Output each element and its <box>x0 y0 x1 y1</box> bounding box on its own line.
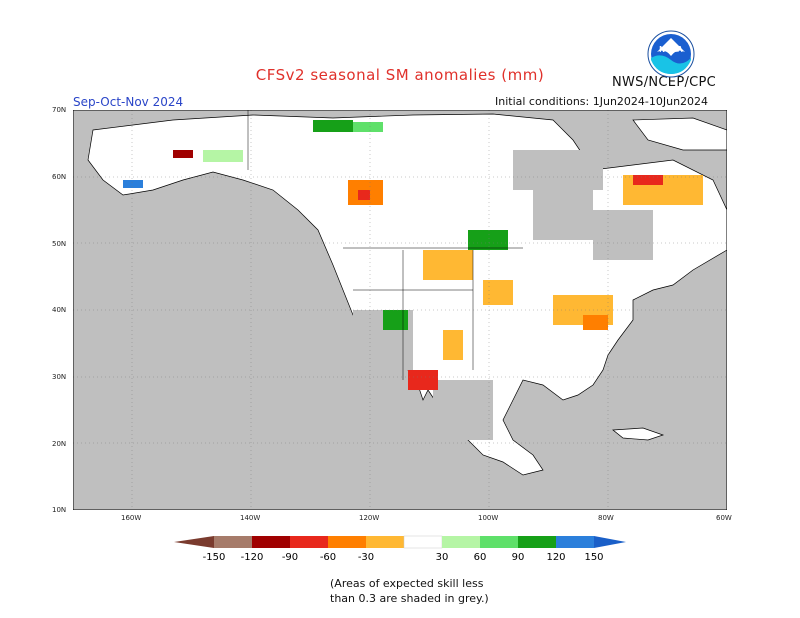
legend-tick: -150 <box>203 552 226 563</box>
legend-tick: -30 <box>358 552 374 563</box>
agency-label: NWS/NCEP/CPC <box>612 75 717 90</box>
lon-label-140w: 140W <box>240 514 261 522</box>
legend-tick: -60 <box>320 552 336 563</box>
legend-arrow-right <box>594 536 626 548</box>
lat-label-30n: 30N <box>52 373 67 381</box>
legend-tick: -120 <box>241 552 264 563</box>
initial-conditions-label: Initial conditions: 1Jun2024-10Jun2024 <box>495 95 709 108</box>
graticule <box>73 110 727 510</box>
greenland-edge <box>632 117 727 151</box>
lat-label-10n: 10N <box>52 506 67 514</box>
noaa-logo: NOAA <box>647 30 695 78</box>
legend-tick: 150 <box>584 552 603 563</box>
lon-label-160w: 160W <box>121 514 142 522</box>
color-legend: -150 -120 -90 -60 -30 30 60 90 120 150 <box>174 535 626 563</box>
lat-label-60n: 60N <box>52 173 67 181</box>
season-label: Sep-Oct-Nov 2024 <box>73 95 184 109</box>
legend-tick: 30 <box>436 552 449 563</box>
land-grey <box>353 150 653 440</box>
lat-label-50n: 50N <box>52 240 67 248</box>
anomaly-map <box>73 110 727 510</box>
lat-label-20n: 20N <box>52 440 67 448</box>
lat-label-40n: 40N <box>52 306 67 314</box>
anomaly-cells <box>123 120 703 390</box>
skill-footnote: (Areas of expected skill less than 0.3 a… <box>330 576 550 606</box>
noaa-logo-text: NOAA <box>659 45 683 54</box>
lat-label-70n: 70N <box>52 106 67 114</box>
footnote-line-2: than 0.3 are shaded in grey.) <box>330 592 489 605</box>
legend-tick: 120 <box>546 552 565 563</box>
lon-label-60w: 60W <box>716 514 732 522</box>
legend-tick: 90 <box>512 552 525 563</box>
lon-label-100w: 100W <box>478 514 499 522</box>
lon-label-120w: 120W <box>359 514 380 522</box>
footnote-line-1: (Areas of expected skill less <box>330 577 484 590</box>
legend-arrow-left <box>174 536 214 548</box>
legend-tick: 60 <box>474 552 487 563</box>
map-title: CFSv2 seasonal SM anomalies (mm) <box>255 66 545 84</box>
legend-tick: -90 <box>282 552 298 563</box>
cuba <box>612 427 665 441</box>
lon-label-80w: 80W <box>598 514 614 522</box>
